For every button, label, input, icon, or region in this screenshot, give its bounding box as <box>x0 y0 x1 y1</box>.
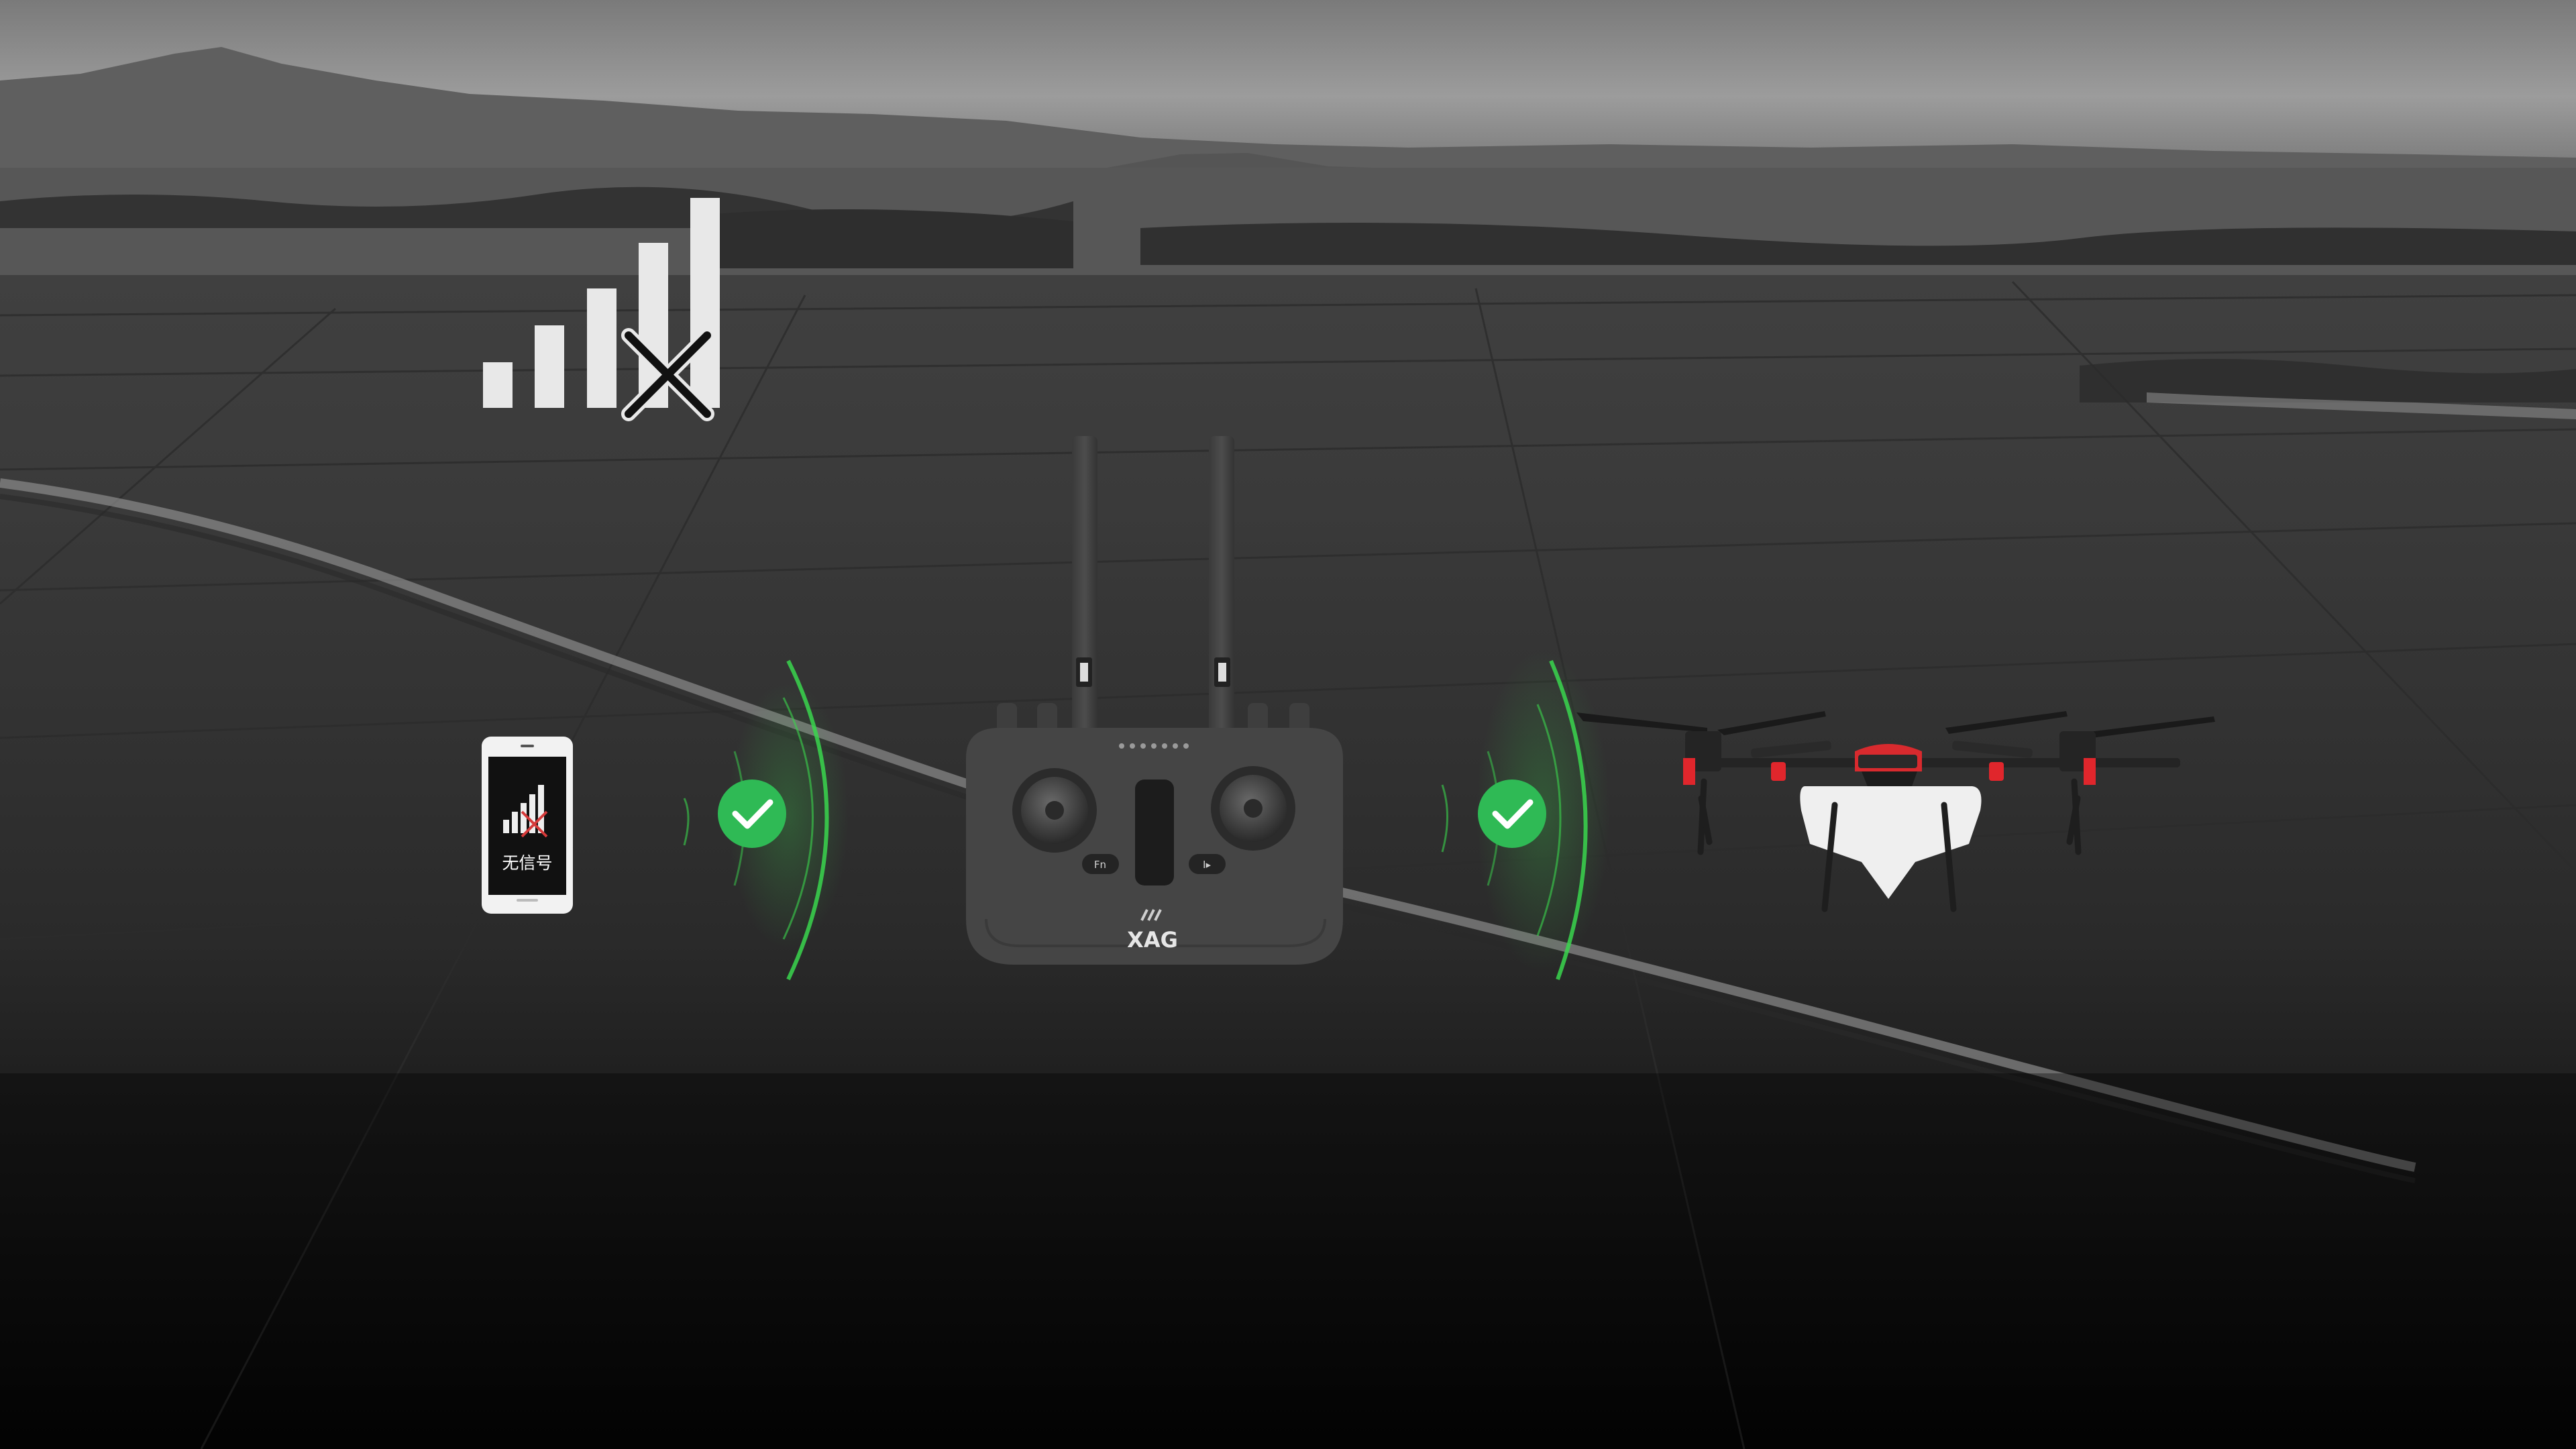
left-antenna <box>1072 436 1097 751</box>
left-signal-waves <box>683 659 849 981</box>
svg-text:Fn: Fn <box>1094 859 1106 871</box>
right-antenna <box>1209 436 1234 751</box>
play-button: I▸ <box>1189 854 1226 874</box>
signal-bars-crossed-icon <box>483 198 720 421</box>
svg-text:XAG: XAG <box>1127 927 1178 953</box>
left-green-check-icon <box>718 780 786 848</box>
right-joystick <box>1211 766 1295 851</box>
left-joystick <box>1012 768 1097 853</box>
xag-logo: XAG <box>1127 909 1178 953</box>
remote-controller-icon: Fn I▸ XAG <box>966 436 1343 965</box>
drone-propellers <box>1576 711 2215 740</box>
cross-mark-icon <box>621 328 714 421</box>
fn-button: Fn <box>1082 854 1119 874</box>
agricultural-drone-icon <box>1576 711 2215 912</box>
svg-text:I▸: I▸ <box>1203 859 1211 871</box>
smartphone-no-signal-icon: 无信号 <box>482 737 573 914</box>
controller-center-panel <box>1135 780 1174 885</box>
right-green-check-icon <box>1478 780 1546 848</box>
phone-signal-bars-icon <box>503 785 548 838</box>
phone-status-label: 无信号 <box>502 853 552 873</box>
